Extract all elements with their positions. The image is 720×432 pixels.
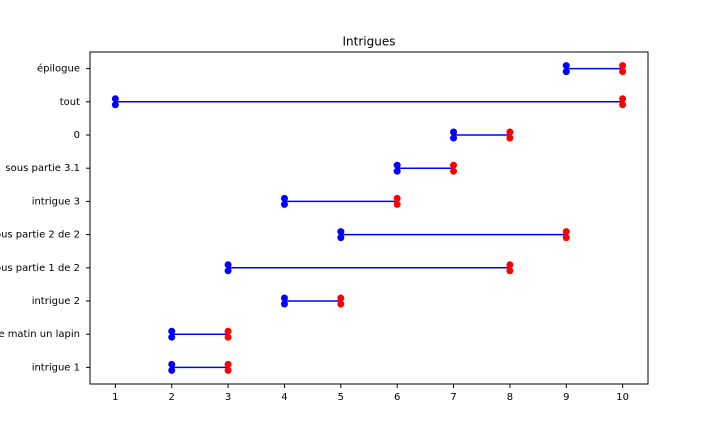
x-tick-label: 8	[507, 392, 513, 403]
dot	[280, 300, 288, 308]
y-tick-label: intrigue 1	[32, 362, 80, 373]
dot	[280, 194, 288, 202]
y-tick-label: sous partie 3.1	[5, 163, 80, 174]
x-tick-label: 1	[112, 392, 118, 403]
x-tick-label: 10	[616, 392, 629, 403]
chart-title: Intrigues	[343, 35, 396, 49]
dot	[168, 333, 176, 341]
x-tick-label: 7	[450, 392, 456, 403]
dot	[168, 360, 176, 368]
y-tick-label: 0	[74, 130, 80, 141]
y-tick-label: intrigue 3	[32, 196, 80, 207]
dot	[280, 294, 288, 302]
dot	[337, 300, 345, 308]
dot	[450, 167, 458, 175]
dot	[224, 360, 232, 368]
dot	[393, 167, 401, 175]
plot-frame	[89, 51, 649, 385]
dot	[168, 327, 176, 335]
x-tick-label: 6	[394, 392, 400, 403]
dot	[393, 194, 401, 202]
y-tick-label: sous partie 1 de 2	[0, 263, 80, 274]
dot	[506, 128, 514, 136]
dot	[111, 101, 119, 109]
y-tick-label: ce matin un lapin	[0, 329, 80, 340]
x-tick-label: 9	[563, 392, 569, 403]
y-tick-label: intrigue 2	[32, 296, 80, 307]
dot	[393, 161, 401, 169]
dot	[562, 68, 570, 76]
dot	[562, 62, 570, 70]
dot	[337, 294, 345, 302]
y-tick-label: épilogue	[37, 63, 80, 75]
dot	[506, 261, 514, 269]
x-tick-label: 3	[225, 392, 231, 403]
dot	[111, 95, 119, 103]
y-tick-label: sous partie 2 de 2	[0, 230, 80, 241]
x-tick-label: 5	[338, 392, 344, 403]
dot	[337, 228, 345, 236]
dot	[337, 234, 345, 242]
dot	[562, 228, 570, 236]
dot	[393, 200, 401, 208]
dot	[224, 366, 232, 374]
x-tick-label: 4	[281, 392, 287, 403]
dot	[506, 134, 514, 142]
dot	[506, 267, 514, 275]
dot	[280, 200, 288, 208]
dot	[224, 267, 232, 275]
dot	[619, 62, 627, 70]
dot	[224, 333, 232, 341]
dot	[168, 366, 176, 374]
y-tick-label: tout	[60, 97, 80, 108]
dot	[619, 68, 627, 76]
dot	[224, 327, 232, 335]
x-tick-label: 2	[169, 392, 175, 403]
dot	[450, 134, 458, 142]
dot	[619, 95, 627, 103]
dot	[450, 128, 458, 136]
dot	[562, 234, 570, 242]
dot	[450, 161, 458, 169]
dot	[224, 261, 232, 269]
dot	[619, 101, 627, 109]
